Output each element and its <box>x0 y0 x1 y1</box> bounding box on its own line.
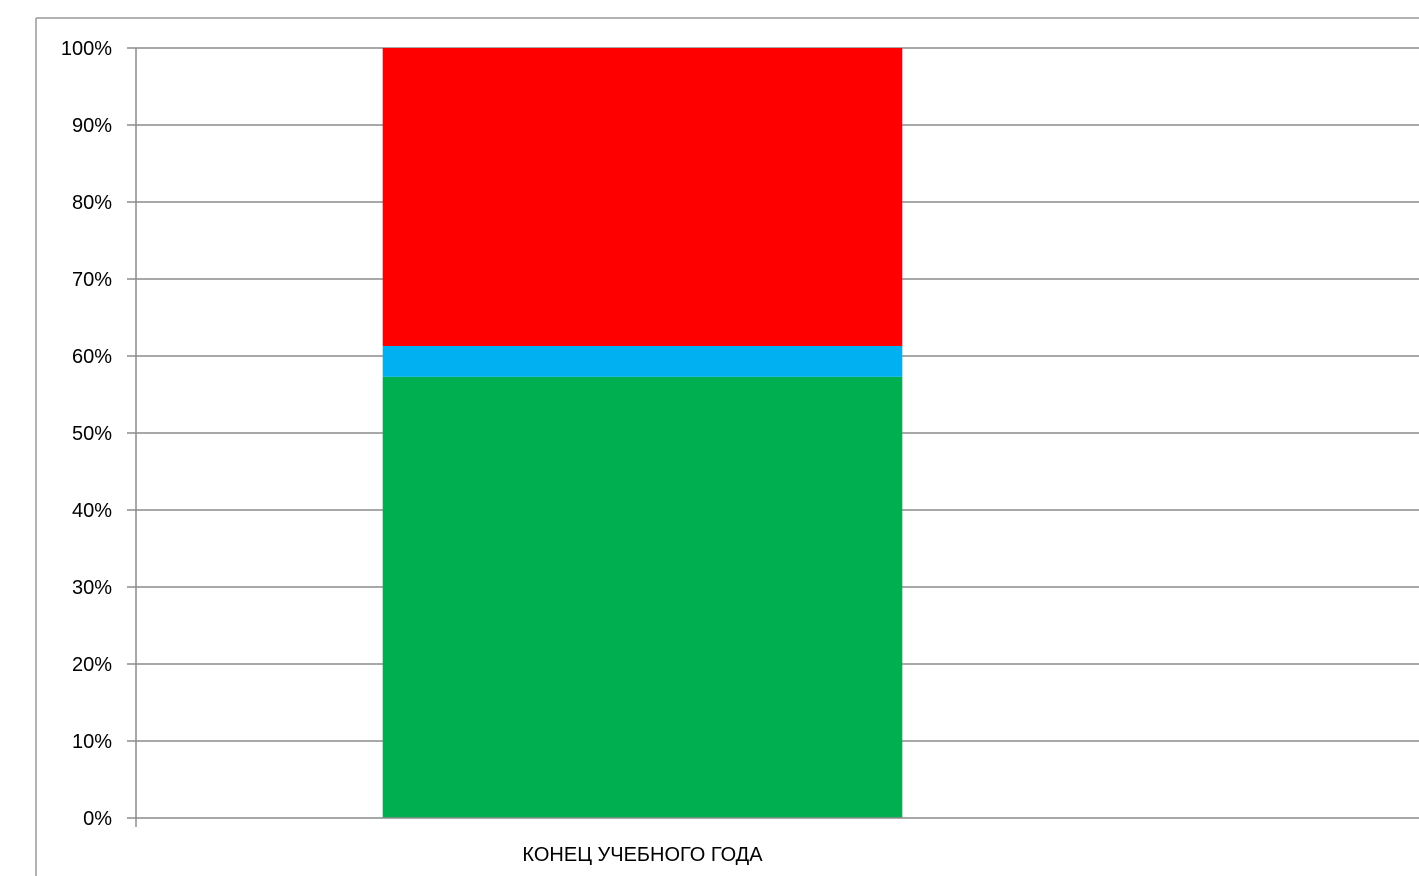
y-tick-label: 60% <box>72 346 112 368</box>
bar-segment-2 <box>382 345 903 377</box>
y-tick-label: 70% <box>72 269 112 291</box>
y-tick-label: 20% <box>72 654 112 676</box>
y-tick-label: 30% <box>72 577 112 599</box>
y-tick-label: 100% <box>61 38 112 60</box>
axes <box>127 47 1419 827</box>
y-tick-labels: 0% 10% 20% 30% 40% 50% 60% 70% 80% 90% 100% <box>61 38 112 830</box>
bars <box>382 48 903 818</box>
chart-border <box>35 17 1419 876</box>
x-category-label: КОНЕЦ УЧЕБНОГО ГОДА <box>522 844 763 866</box>
y-tick-label: 0% <box>83 808 112 830</box>
bar-segment-1 <box>382 376 903 818</box>
x-category-labels: КОНЕЦ УЧЕБНОГО ГОДА <box>522 844 763 866</box>
y-tick-label: 10% <box>72 731 112 753</box>
y-tick-label: 40% <box>72 500 112 522</box>
y-tick-label: 90% <box>72 115 112 137</box>
y-tick-label: 80% <box>72 192 112 214</box>
bar-segment-3 <box>382 48 903 346</box>
y-tick-label: 50% <box>72 423 112 445</box>
